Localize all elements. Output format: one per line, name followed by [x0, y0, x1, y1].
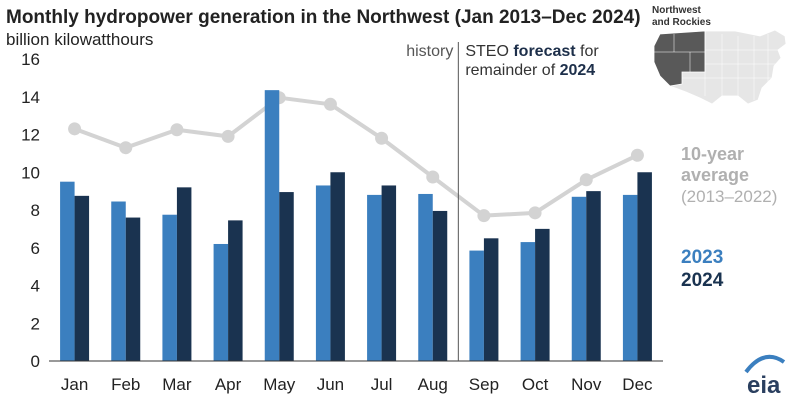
average-point-sep [477, 209, 491, 223]
average-label-line2: average [681, 165, 749, 185]
state-borders [654, 31, 784, 100]
legend-2023: 2023 [681, 247, 723, 268]
x-tick-feb: Feb [111, 375, 140, 394]
bar-2023-oct [520, 242, 536, 361]
x-tick-may: May [263, 375, 296, 394]
forecast-suffix: for [576, 43, 600, 60]
bar-2024-apr [228, 220, 243, 361]
y-tick-2: 4 [31, 277, 40, 296]
average-label-line1: 10-year [681, 144, 744, 164]
average-label-line3: (2013–2022) [681, 187, 777, 206]
y-tick-4: 8 [31, 201, 40, 220]
x-tick-dec: Dec [622, 375, 653, 394]
bar-2024-sep [483, 238, 499, 361]
bar-2024-nov [586, 191, 601, 361]
x-tick-jan: Jan [61, 375, 88, 394]
forecast-bold: forecast [513, 43, 576, 60]
y-tick-5: 10 [21, 163, 40, 182]
average-point-oct [528, 206, 542, 220]
average-point-jan [68, 122, 82, 136]
y-tick-3: 6 [31, 239, 40, 258]
forecast-label-line1: STEO forecast for [465, 43, 599, 60]
bar-2023-dec [622, 194, 638, 361]
bar-2024-feb [125, 217, 141, 361]
y-axis-label: billion kilowatthours [6, 30, 153, 49]
bar-2024-may [279, 192, 294, 361]
bar-2023-mar [162, 214, 177, 361]
history-label: history [406, 43, 453, 60]
x-tick-mar: Mar [162, 375, 192, 394]
average-point-mar [170, 123, 184, 137]
x-tick-nov: Nov [571, 375, 602, 394]
legend-2024: 2024 [681, 270, 724, 291]
bar-series [60, 90, 652, 362]
y-tick-8: 16 [21, 50, 40, 69]
eia-logo-arc [744, 354, 786, 374]
y-tick-1: 2 [31, 314, 40, 333]
average-line-path [73, 95, 639, 218]
eia-logo: eia [744, 354, 786, 399]
average-point-dec [630, 148, 644, 162]
average-point-aug [426, 170, 440, 184]
y-tick-6: 12 [21, 126, 40, 145]
bar-2024-jun [330, 172, 345, 361]
forecast-label-line2: remainder of 2024 [465, 62, 595, 79]
us-map-inset [653, 29, 787, 105]
average-point-jun [323, 97, 337, 111]
bar-2023-may [264, 90, 280, 362]
bar-2023-jan [60, 181, 75, 361]
y-tick-0: 0 [31, 352, 40, 371]
forecast-prefix: STEO [465, 43, 513, 60]
bar-2024-aug [432, 210, 448, 361]
bar-2023-jul [367, 194, 382, 361]
bar-2024-mar [176, 187, 192, 361]
bar-2023-sep [469, 250, 484, 361]
average-point-feb [119, 141, 133, 155]
y-tick-7: 14 [21, 88, 40, 107]
eia-logo-text: eia [747, 372, 781, 399]
chart-title: Monthly hydropower generation in the Nor… [6, 7, 641, 28]
x-tick-aug: Aug [418, 375, 448, 394]
inset-label-line2: and Rockies [652, 17, 711, 28]
y-axis-ticks: 0 2 4 6 8 10 12 14 16 [21, 50, 40, 371]
inset-label-line1: Northwest [652, 5, 702, 16]
bar-2024-jul [381, 185, 397, 361]
bar-2023-feb [111, 201, 126, 361]
bar-2023-aug [418, 193, 433, 361]
x-tick-sep: Sep [469, 375, 499, 394]
bar-2024-dec [637, 172, 652, 361]
x-axis-ticks: Jan Feb Mar Apr May Jun Jul Aug Sep Oct Nov Dec [61, 375, 653, 394]
x-tick-oct: Oct [522, 375, 549, 394]
bar-2023-apr [213, 243, 229, 361]
forecast-line2-prefix: remainder of [465, 62, 559, 79]
x-tick-apr: Apr [215, 375, 242, 394]
average-line [68, 91, 644, 223]
bar-2023-nov [571, 196, 587, 361]
forecast-line2-bold: 2024 [560, 62, 596, 79]
x-tick-jul: Jul [371, 375, 393, 394]
average-point-jul [375, 131, 389, 145]
bar-2023-jun [315, 185, 331, 361]
average-point-apr [221, 129, 235, 143]
bar-2024-jan [74, 195, 90, 361]
average-point-nov [579, 173, 593, 187]
bar-2024-oct [535, 228, 550, 361]
x-tick-jun: Jun [317, 375, 344, 394]
